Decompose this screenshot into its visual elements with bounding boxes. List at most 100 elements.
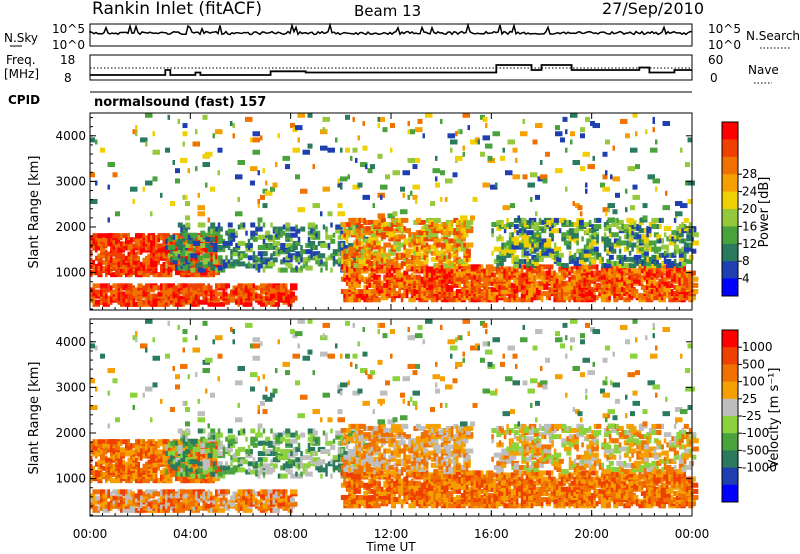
- power-cell: [370, 240, 374, 246]
- velocity-cell: [187, 444, 196, 450]
- power-cell: [398, 286, 401, 292]
- power-cell: [202, 232, 208, 238]
- power-cell: [585, 188, 588, 194]
- power-cell: [513, 224, 519, 230]
- power-cell: [92, 283, 100, 289]
- power-cell: [90, 137, 95, 143]
- power-cell: [262, 203, 268, 209]
- power-cell: [623, 228, 632, 234]
- velocity-cell: [102, 503, 105, 509]
- power-cell: [360, 162, 368, 168]
- power-cell: [680, 286, 689, 292]
- power-cell: [152, 251, 155, 257]
- power-cell: [332, 232, 336, 238]
- power-cell: [630, 282, 634, 288]
- power-cell: [633, 268, 641, 274]
- velocity-cell: [167, 451, 176, 457]
- power-cell: [127, 270, 130, 276]
- power-cell: [172, 159, 175, 165]
- power-cell: [92, 287, 95, 293]
- power-cell: [382, 127, 388, 133]
- power-cell: [555, 297, 559, 303]
- power-cell: [312, 245, 316, 251]
- velocity-cell: [132, 455, 135, 461]
- power-cell: [612, 209, 618, 215]
- nave-tick-low: 0: [710, 71, 718, 85]
- power-cell: [553, 278, 556, 284]
- power-cell: [648, 228, 652, 234]
- power-cell: [480, 264, 484, 270]
- power-cell: [142, 285, 145, 291]
- power-cell: [477, 139, 480, 145]
- power-cell: [363, 252, 366, 258]
- power-cell: [180, 247, 183, 253]
- power-cell: [195, 249, 198, 255]
- nsky-tick-high: 10^5: [52, 22, 85, 36]
- power-cell: [217, 238, 226, 244]
- power-cell: [385, 272, 389, 278]
- power-cell: [280, 267, 288, 273]
- power-cell: [691, 236, 694, 242]
- power-cell: [518, 274, 521, 280]
- power-cell: [330, 238, 336, 244]
- power-cell: [205, 297, 208, 303]
- power-cell: [400, 260, 409, 266]
- power-cell: [620, 266, 624, 272]
- power-cell: [473, 274, 476, 280]
- power-cell: [455, 252, 459, 258]
- velocity-cell: [192, 446, 201, 452]
- power-cell: [340, 242, 344, 248]
- power-cell: [590, 293, 594, 299]
- power-cell: [332, 255, 336, 261]
- power-cell: [230, 232, 238, 238]
- power-cell: [195, 272, 203, 278]
- power-cell: [185, 230, 188, 236]
- power-cell: [90, 249, 93, 255]
- power-cell: [433, 222, 439, 228]
- power-cell: [530, 196, 533, 202]
- power-cell: [578, 258, 587, 264]
- power-cell: [247, 238, 251, 244]
- power-cell: [127, 261, 130, 267]
- power-cell: [470, 215, 475, 221]
- power-cell: [435, 155, 438, 161]
- velocity-cell: [135, 474, 138, 480]
- power-cell: [398, 276, 406, 282]
- power-cell: [530, 172, 538, 178]
- velocity-cell: [170, 455, 173, 461]
- power-cell: [541, 238, 549, 244]
- velocity-cell: [185, 428, 191, 434]
- power-ytick-label-2: 3000: [55, 174, 86, 188]
- power-cell: [152, 272, 160, 278]
- power-cell: [645, 291, 649, 297]
- power-cell: [230, 295, 235, 301]
- power-cell: [445, 254, 449, 260]
- power-cell: [680, 276, 684, 282]
- power-cell: [115, 297, 118, 303]
- power-cell: [528, 236, 532, 242]
- power-cell: [415, 238, 419, 244]
- power-cell: [553, 222, 557, 228]
- power-cell: [415, 293, 419, 299]
- velocity-cell: [245, 507, 253, 513]
- power-cell: [535, 268, 544, 274]
- power-cell: [425, 112, 433, 118]
- power-cell: [370, 244, 374, 250]
- power-cell: [355, 157, 358, 163]
- power-cell: [225, 283, 230, 289]
- power-cell: [220, 259, 223, 265]
- power-cell: [290, 236, 293, 242]
- power-cell: [403, 248, 406, 254]
- power-cell: [505, 276, 509, 282]
- velocity-cell: [220, 440, 223, 446]
- power-cell: [395, 222, 401, 228]
- power-cell: [197, 192, 200, 198]
- power-cell: [255, 255, 258, 261]
- power-cell: [362, 120, 365, 126]
- velocity-cell: [257, 505, 260, 511]
- power-cell: [197, 234, 201, 240]
- velocity-cell: [112, 463, 115, 469]
- power-cell: [490, 280, 494, 286]
- power-cell: [553, 217, 562, 223]
- power-cell: [652, 127, 655, 133]
